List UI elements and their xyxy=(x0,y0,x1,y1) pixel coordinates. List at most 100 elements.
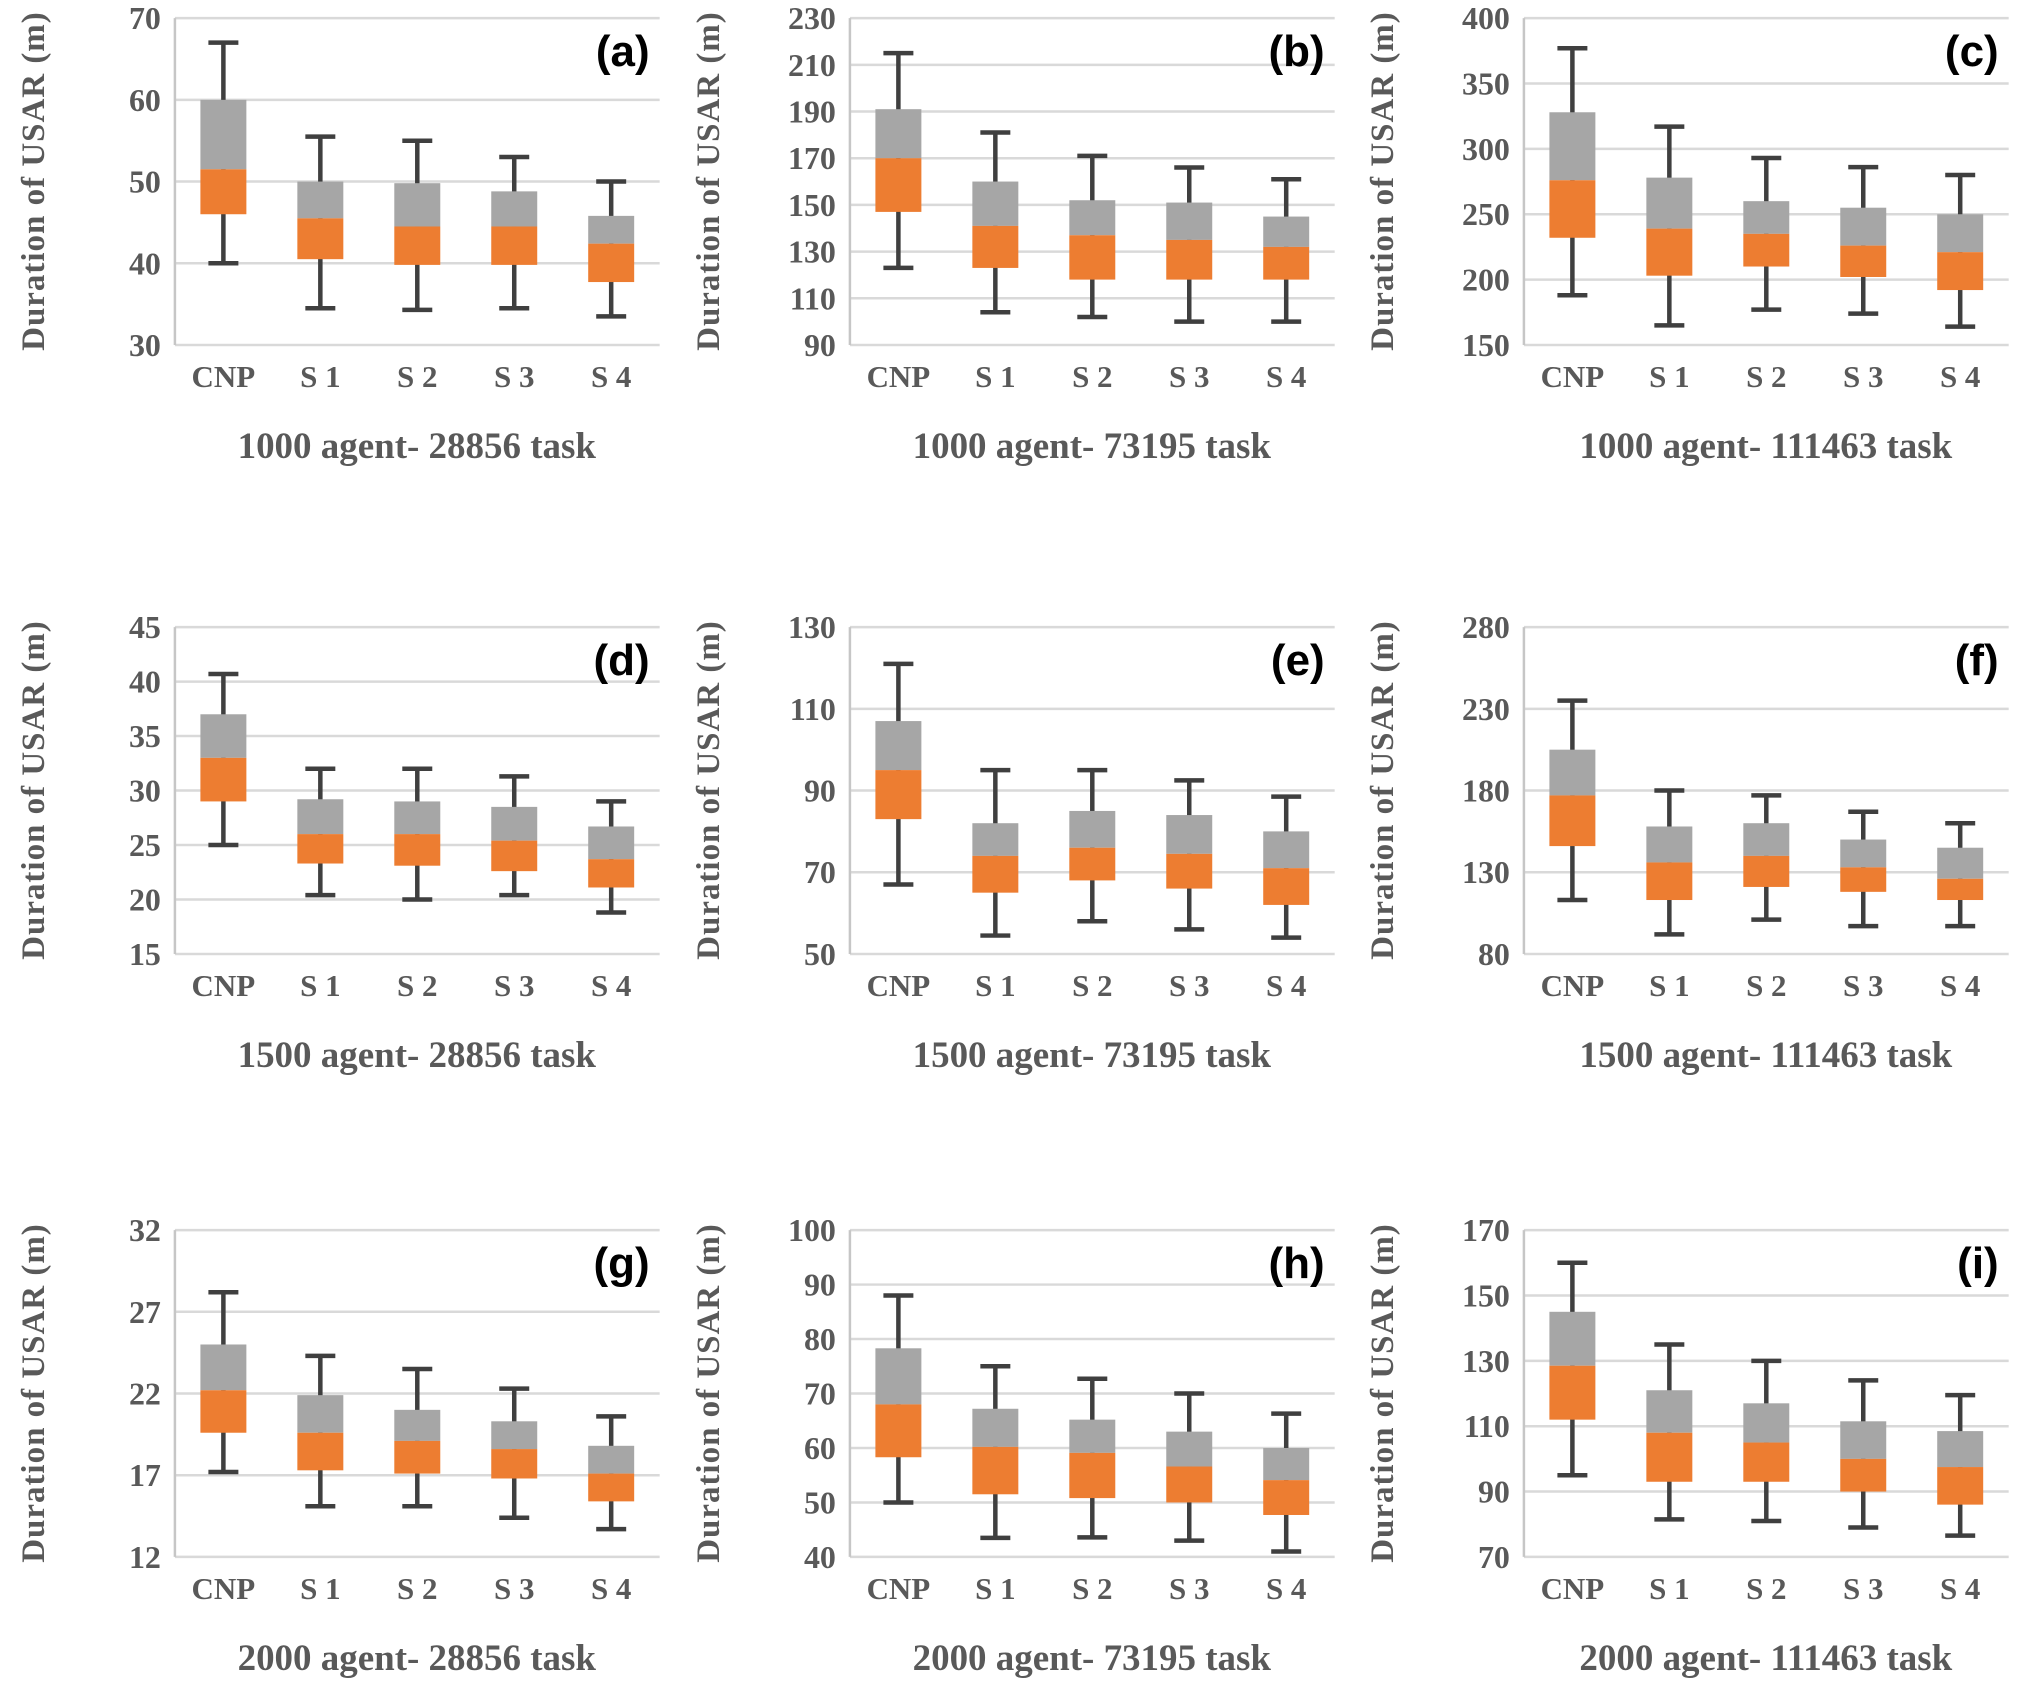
x-category-label: S 2 xyxy=(1746,968,1786,1003)
boxplot-c: 150 200 250 300 350 400 CNP S 1 S 2 S 3 S 4 Durati… xyxy=(1365,1,2010,466)
y-axis-title: Duration of USAR (m) xyxy=(1365,11,1401,351)
box-lower-quartile xyxy=(491,1449,538,1479)
box-lower-quartile xyxy=(1840,1458,1887,1492)
boxplot-i: 70 90 110 130 150 170 CNP S 1 S 2 S 3 S 4 Duration… xyxy=(1365,1213,2010,1678)
x-category-label: S 2 xyxy=(397,968,437,1003)
box-lower-quartile xyxy=(1262,246,1309,280)
box-upper-quartile xyxy=(491,806,538,841)
box-lower-quartile xyxy=(1937,252,1984,291)
x-category-label: S 1 xyxy=(1649,968,1689,1003)
y-axis-title: Duration of USAR (m) xyxy=(691,620,727,960)
box-lower-quartile xyxy=(875,770,922,820)
box-upper-quartile xyxy=(588,215,635,244)
y-tick-label: 80 xyxy=(1478,937,1510,972)
box-upper-quartile xyxy=(1068,810,1115,848)
box-upper-quartile xyxy=(394,801,441,835)
y-tick-label: 230 xyxy=(1462,692,1510,727)
x-category-label: S 4 xyxy=(1266,1571,1306,1606)
box-lower-quartile xyxy=(491,226,538,265)
chart-title: 1000 agent- 111463 task xyxy=(1580,425,1953,466)
x-category-label: S 2 xyxy=(397,359,437,394)
x-category-label: S 1 xyxy=(1649,1571,1689,1606)
box-lower-quartile xyxy=(588,1473,635,1502)
y-tick-label: 70 xyxy=(804,1377,836,1412)
box-lower-quartile xyxy=(200,1390,247,1433)
box-upper-quartile xyxy=(972,823,1018,856)
chart-title: 2000 agent- 28856 task xyxy=(238,1637,597,1678)
x-category-label: S 1 xyxy=(975,359,1015,394)
plot-area: 30 40 50 60 70 CNP S 1 S 2 S 3 S 4 xyxy=(129,1,660,394)
y-tick-label: 110 xyxy=(1464,1409,1510,1444)
y-tick-label: 130 xyxy=(1462,1344,1510,1379)
panel-label: (c) xyxy=(1945,27,1999,76)
box-lower-quartile xyxy=(1840,867,1887,892)
box-upper-quartile xyxy=(1743,823,1790,856)
chart-panel-f: 80 130 180 230 280 CNP S 1 S 2 S 3 S 4 Duration o… xyxy=(1349,565,2024,1130)
y-tick-label: 27 xyxy=(129,1295,161,1330)
panel-label: (e) xyxy=(1271,636,1325,685)
box-upper-quartile xyxy=(1840,1421,1887,1459)
y-axis-title: Duration of USAR (m) xyxy=(16,620,52,960)
plot-area: 150 200 250 300 350 400 CNP S 1 S 2 S 3 S 4 xyxy=(1462,1,2010,394)
x-category-label: S 2 xyxy=(1072,1571,1112,1606)
x-category-label: CNP xyxy=(866,968,930,1003)
panel-label: (g) xyxy=(594,1239,650,1288)
box-upper-quartile xyxy=(297,181,344,219)
y-tick-label: 15 xyxy=(129,937,161,972)
box-lower-quartile xyxy=(1068,847,1115,881)
chart-title: 1500 agent- 28856 task xyxy=(238,1034,597,1075)
y-tick-label: 17 xyxy=(129,1458,161,1493)
chart-title: 2000 agent- 111463 task xyxy=(1580,1637,1953,1678)
panel-label: (a) xyxy=(596,27,650,76)
box-upper-quartile xyxy=(1743,201,1790,234)
box-upper-quartile xyxy=(1646,177,1693,229)
y-tick-label: 150 xyxy=(788,188,836,223)
box-lower-quartile xyxy=(1743,233,1790,267)
y-tick-label: 100 xyxy=(788,1213,836,1248)
box-lower-quartile xyxy=(1165,239,1212,280)
x-category-label: S 1 xyxy=(975,968,1015,1003)
chart-panel-h: 40 50 60 70 80 90 100 CNP S 1 S 2 S 3 S 4 Duration … xyxy=(675,1130,1350,1695)
box-upper-quartile xyxy=(1165,1431,1212,1467)
x-category-label: S 4 xyxy=(1940,359,1980,394)
box-lower-quartile xyxy=(297,834,344,864)
box-lower-quartile xyxy=(394,834,441,866)
box-lower-quartile xyxy=(1743,1442,1790,1482)
box-upper-quartile xyxy=(1840,207,1887,246)
box-upper-quartile xyxy=(1937,847,1984,879)
x-category-label: S 3 xyxy=(1843,1571,1883,1606)
x-category-label: S 1 xyxy=(300,968,340,1003)
y-tick-label: 170 xyxy=(788,141,836,176)
y-tick-label: 150 xyxy=(1462,328,1510,363)
x-category-label: S 4 xyxy=(591,359,631,394)
y-tick-label: 32 xyxy=(129,1213,161,1248)
boxplot-b: 90 110 130 150 170 190 210 230 CNP S 1 S 2 S 3 S 4 D… xyxy=(691,1,1335,466)
chart-title: 1500 agent- 73195 task xyxy=(912,1034,1271,1075)
x-category-label: CNP xyxy=(192,359,256,394)
box-lower-quartile xyxy=(1743,855,1790,887)
box-upper-quartile xyxy=(1068,200,1115,236)
box-lower-quartile xyxy=(875,158,922,212)
x-category-label: S 3 xyxy=(494,359,534,394)
box-upper-quartile xyxy=(972,1408,1018,1447)
y-tick-label: 180 xyxy=(1462,774,1510,809)
box-upper-quartile xyxy=(297,799,344,835)
chart-panel-a: 30 40 50 60 70 CNP S 1 S 2 S 3 S 4 Duration of US… xyxy=(0,0,675,565)
panel-label: (b) xyxy=(1268,27,1324,76)
box-lower-quartile xyxy=(491,840,538,872)
plot-area: 70 90 110 130 150 170 CNP S 1 S 2 S 3 S 4 xyxy=(1462,1213,2010,1606)
x-category-label: CNP xyxy=(192,1571,256,1606)
x-category-label: S 3 xyxy=(1169,1571,1209,1606)
y-tick-label: 190 xyxy=(788,95,836,130)
x-category-label: CNP xyxy=(1541,1571,1605,1606)
y-tick-label: 170 xyxy=(1462,1213,1510,1248)
plot-area: 80 130 180 230 280 CNP S 1 S 2 S 3 S 4 xyxy=(1462,610,2010,1003)
plot-area: 50 70 90 110 130 CNP S 1 S 2 S 3 S 4 xyxy=(788,610,1335,1003)
x-category-label: CNP xyxy=(866,359,930,394)
box-upper-quartile xyxy=(875,1348,922,1405)
boxplot-e: 50 70 90 110 130 CNP S 1 S 2 S 3 S 4 Duration of … xyxy=(691,610,1335,1075)
y-tick-label: 70 xyxy=(804,855,836,890)
box-upper-quartile xyxy=(1068,1419,1115,1453)
box-lower-quartile xyxy=(297,1432,344,1471)
box-upper-quartile xyxy=(1937,214,1984,253)
